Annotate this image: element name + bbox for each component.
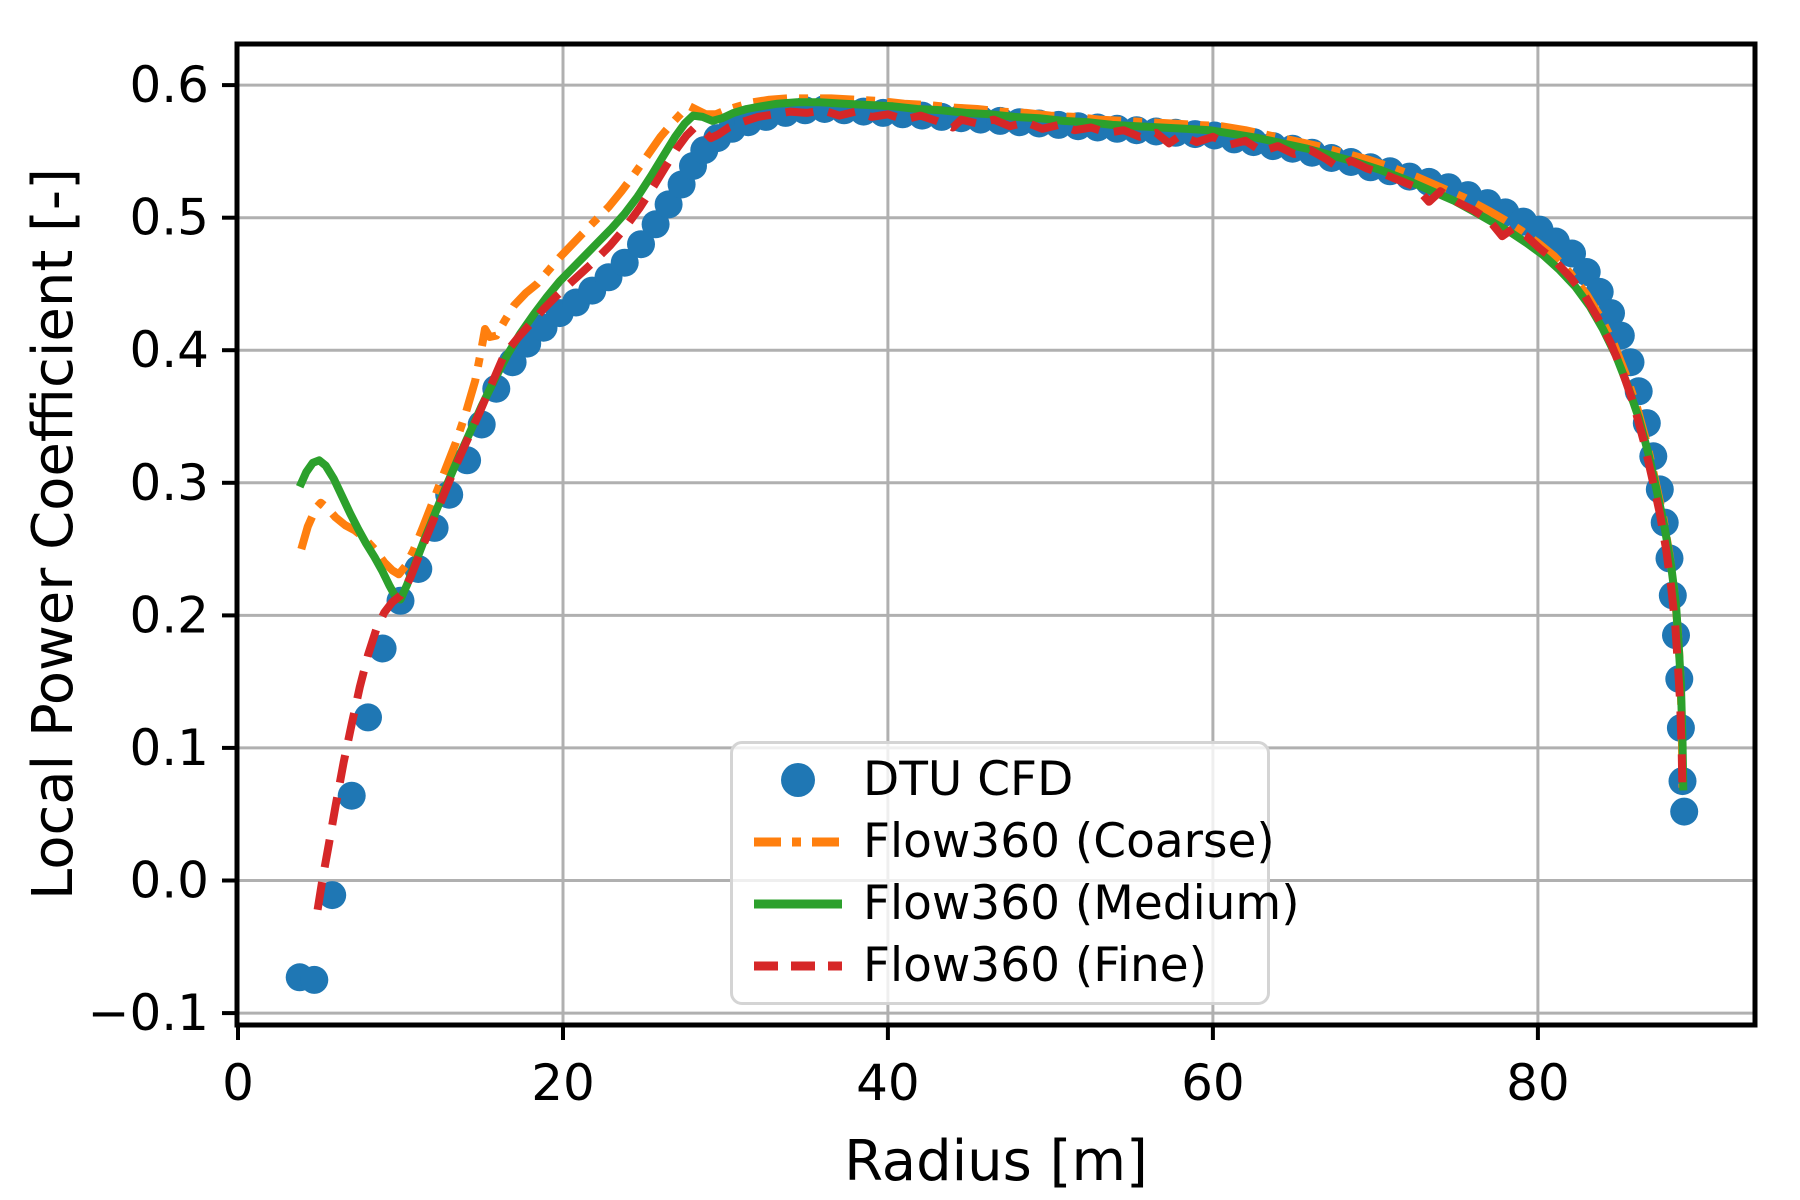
y-tick-label: 0.4: [129, 321, 209, 379]
y-tick-label: 0.3: [129, 454, 209, 512]
fine-dashed-line-swatch-icon: [733, 944, 863, 988]
axes-spines: [234, 41, 1758, 1028]
data-point: [354, 703, 382, 732]
legend-item-dtu-cfd: DTU CFD: [733, 749, 1267, 811]
series-line-flow360-fine-: [313, 106, 1687, 911]
legend-label: Flow360 (Coarse): [863, 814, 1275, 869]
y-tick-label: 0.1: [129, 719, 209, 777]
legend-item-flow360-medium: Flow360 (Medium): [733, 873, 1300, 935]
x-tick-label: 40: [856, 1054, 920, 1112]
legend-label: DTU CFD: [863, 752, 1074, 807]
y-tick-label: 0.0: [129, 852, 209, 910]
legend-label: Flow360 (Fine): [863, 938, 1207, 993]
y-axis-label: Local Power Coefficient [-]: [21, 168, 86, 900]
medium-solid-line-swatch-icon: [733, 882, 863, 926]
x-tick-label: 60: [1181, 1054, 1245, 1112]
y-tick-label: 0.6: [129, 56, 209, 114]
legend-item-flow360-fine: Flow360 (Fine): [733, 935, 1267, 997]
data-point: [300, 965, 329, 994]
legend: DTU CFD Flow360 (Coarse) Flow360 (Medium…: [730, 741, 1300, 1005]
data-point: [1572, 258, 1601, 286]
data-point: [1597, 299, 1625, 328]
dtu-cfd-marker-swatch-icon: [733, 758, 863, 802]
y-tick-label: 0.5: [129, 189, 209, 247]
data-point: [610, 248, 639, 277]
x-axis-label: Radius [m]: [844, 1129, 1148, 1194]
data-point: [641, 210, 670, 239]
tick-marks: [222, 83, 1540, 1040]
data-point: [1670, 797, 1699, 826]
legend-item-flow360-coarse: Flow360 (Coarse): [733, 811, 1275, 873]
data-point: [654, 190, 683, 219]
coarse-dashdot-line-swatch-icon: [733, 820, 863, 864]
x-tick-label: 20: [531, 1054, 595, 1112]
data-point: [627, 230, 655, 259]
plot-border: [234, 41, 1758, 1028]
grid-lines: [236, 44, 1755, 1025]
data-point: [337, 781, 366, 810]
data-series: [285, 94, 1699, 994]
y-tick-label: −0.1: [88, 984, 209, 1042]
tick-labels: 0 20 40 60 80 −0.1 0.0 0.1 0.2 0.3 0.4 0.5 0.6: [88, 56, 1570, 1112]
legend-label: Flow360 (Medium): [863, 876, 1300, 931]
x-tick-label: 80: [1506, 1054, 1570, 1112]
x-tick-label: 0: [222, 1054, 254, 1112]
data-point: [318, 881, 347, 910]
y-tick-label: 0.2: [129, 586, 209, 644]
